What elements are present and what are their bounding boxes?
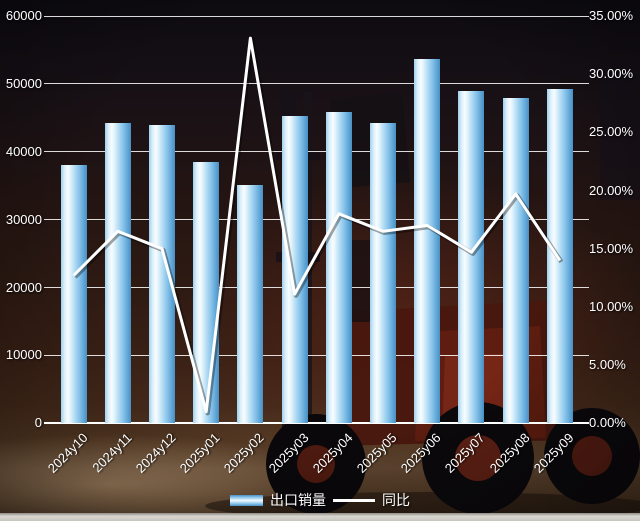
right-axis-tick-label: 25.00% [589,124,634,140]
left-axis-tick-label: 60000 [5,8,42,23]
gridline [44,15,589,17]
bar-2024y11 [104,122,131,424]
table-edge-strip [0,513,640,521]
bar-2024y10 [60,165,87,424]
left-axis-tick-label: 50000 [5,75,42,91]
bar-2025y06 [414,58,441,424]
right-axis-tick-label: 20.00% [589,182,634,198]
right-axis-tick-label: 10.00% [589,298,634,314]
bar-2025y02 [237,185,264,424]
legend-bar-swatch [230,494,263,506]
left-axis-tick-label: 0 [34,415,42,431]
bar-2025y04 [325,112,352,424]
left-axis-tick-label: 40000 [5,143,42,159]
x-axis-line [44,422,589,425]
bar-2025y01 [193,161,220,424]
legend-line-label: 同比 [382,492,410,508]
forklift-side-hub [572,436,612,476]
legend-bar-label: 出口销量 [270,492,326,508]
bar-2024y12 [149,124,176,424]
bar-2025y08 [502,98,529,424]
warehouse-shelf-shape [600,70,640,200]
legend-line-swatch [333,498,375,502]
right-axis-tick-label: 0.00% [589,415,626,431]
forklift-front-hub [297,445,335,483]
right-axis-tick-label: 30.00% [589,66,634,82]
bar-2025y03 [281,116,308,424]
gridline [44,83,589,85]
bar-2025y09 [546,89,573,424]
left-axis-tick-label: 20000 [5,279,42,295]
right-axis-tick-label: 15.00% [589,240,634,256]
legend: 出口销量 同比 [230,490,410,510]
left-axis-tick-label: 30000 [5,211,42,227]
right-axis-tick-label: 5.00% [589,357,626,373]
forklift-rear-hub [455,435,501,481]
left-axis-tick-label: 10000 [5,347,42,363]
bar-2025y05 [370,122,397,424]
right-axis-tick-label: 35.00% [589,8,634,23]
bar-2025y07 [458,91,485,424]
